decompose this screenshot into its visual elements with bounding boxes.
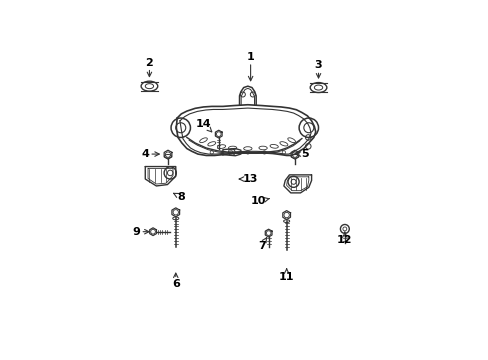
Text: 13: 13 bbox=[239, 174, 258, 184]
Text: 4: 4 bbox=[141, 149, 159, 159]
Text: 3: 3 bbox=[314, 60, 322, 78]
Text: 11: 11 bbox=[278, 269, 294, 283]
Text: 6: 6 bbox=[171, 273, 179, 289]
Text: 5: 5 bbox=[296, 149, 308, 159]
Text: 7: 7 bbox=[257, 238, 266, 251]
Text: 1: 1 bbox=[246, 52, 254, 81]
Text: 9: 9 bbox=[132, 227, 149, 237]
Text: 8: 8 bbox=[173, 192, 184, 202]
Text: 2: 2 bbox=[145, 58, 153, 77]
Text: 10: 10 bbox=[250, 196, 268, 206]
Text: 14: 14 bbox=[195, 118, 211, 132]
Text: 12: 12 bbox=[336, 232, 352, 245]
